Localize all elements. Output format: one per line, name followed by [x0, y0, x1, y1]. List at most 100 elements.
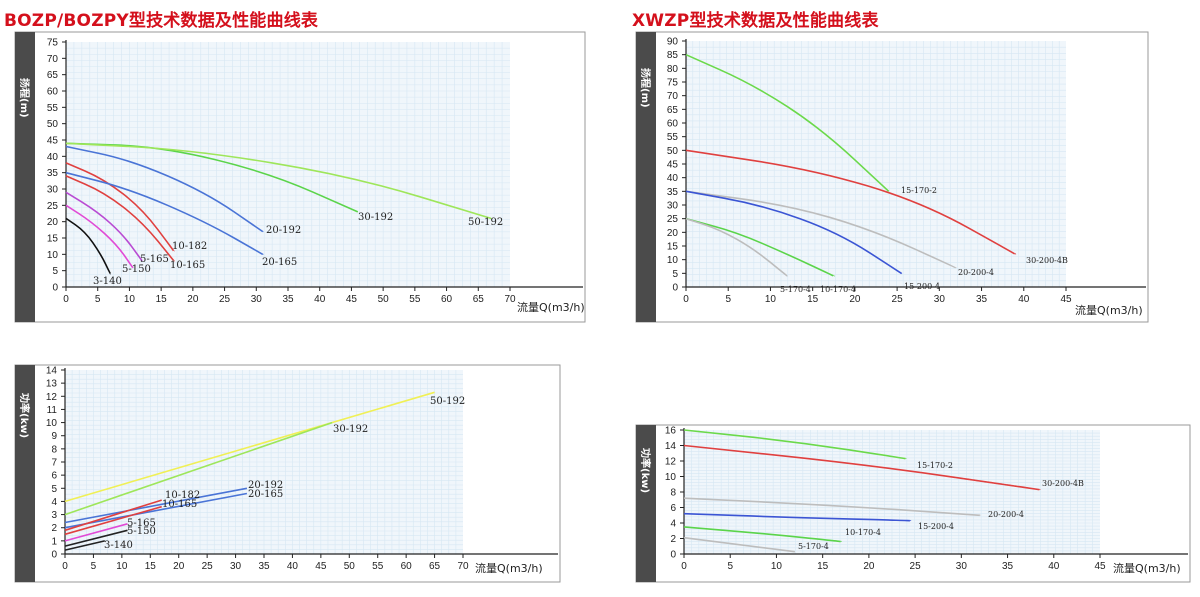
xwzp-head-series-label: 5-170-4	[780, 285, 811, 294]
xwzp-power-series-5-170-4	[683, 536, 796, 553]
xwzp-head-series-label: 15-200-4	[904, 282, 940, 291]
bozp-head-x-tick-label: 70	[504, 294, 516, 305]
bozp-head-y-tick-label: 5	[52, 266, 58, 277]
xwzp-head-series-15-170-2	[685, 53, 890, 192]
xwzp-power-y-tick-label: 8	[670, 488, 676, 499]
xwzp-power-series-10-170-4	[683, 526, 842, 543]
xwzp-head-y-tick-label: 20	[667, 228, 679, 239]
xwzp-head-series-label: 30-200-4B	[1026, 256, 1068, 265]
xwzp-head-y-tick-label: 35	[667, 187, 679, 198]
bozp-head-x-tick-label: 50	[378, 294, 390, 305]
xwzp-power-series-30-200-4B	[683, 444, 1041, 491]
bozp-head-x-axis-label: 流量Q(m3/h)	[517, 300, 585, 314]
bozp-power-series-label: 30-192	[333, 424, 368, 435]
bozp-head-series-20-192	[65, 145, 264, 233]
bozp-power-series-label: 10-182	[165, 490, 200, 501]
xwzp-head-y-tick-label: 85	[667, 50, 679, 61]
xwzp-power-chart: 功率(kw) 0 2 4 6 8 10 12 14 16 0 5 10 15 20 25 30 35 40 45 流量Q…	[635, 424, 1191, 583]
bozp-head-y-tick-label: 20	[47, 217, 59, 228]
xwzp-head-y-tick-label: 10	[667, 255, 679, 266]
bozp-head-chart: 扬程(m) 0 5 10 15 20 25 30 35 40 45 50 55 60 65 70 75 0 5 10 1…	[14, 31, 586, 323]
bozp-power-x-tick-label: 60	[401, 561, 413, 572]
xwzp-power-y-tick-label: 6	[670, 503, 676, 514]
xwzp-power-x-tick-label: 15	[817, 561, 829, 572]
bozp-power-x-tick-label: 65	[429, 561, 441, 572]
xwzp-head-series-5-170-4	[685, 217, 788, 277]
bozp-head-grid	[66, 42, 510, 287]
bozp-head-series-label: 10-165	[170, 260, 205, 271]
xwzp-head-y-tick-label: 0	[672, 283, 678, 294]
bozp-head-series-label: 3-140	[93, 276, 122, 287]
bozp-power-x-tick-label: 45	[315, 561, 327, 572]
xwzp-head-x-tick-label: 10	[765, 294, 777, 305]
xwzp-power-series-15-200-4	[683, 512, 912, 522]
bozp-power-x-tick-label: 55	[372, 561, 384, 572]
xwzp-power-y-tick-label: 16	[665, 426, 677, 437]
bozp-power-x-tick-label: 40	[287, 561, 299, 572]
bozp-head-series-label: 5-150	[122, 264, 151, 275]
xwzp-power-y-tick-label: 2	[670, 534, 676, 545]
bozp-power-series-5-165	[64, 523, 128, 542]
xwzp-power-x-tick-label: 40	[1048, 561, 1060, 572]
bozp-head-x-tick-label: 55	[409, 294, 421, 305]
bozp-head-y-tick-label: 15	[47, 234, 59, 245]
xwzp-head-series-label: 15-170-2	[901, 186, 937, 195]
bozp-power-x-tick-label: 30	[230, 561, 242, 572]
bozp-power-y-axis-label: 功率(kw)	[18, 393, 31, 438]
xwzp-power-y-tick-label: 12	[665, 457, 677, 468]
bozp-power-x-tick-label: 25	[202, 561, 214, 572]
xwzp-power-series-label: 15-200-4	[918, 522, 954, 531]
xwzp-power-axis-bar	[636, 425, 656, 582]
bozp-head-x-tick-label: 10	[124, 294, 136, 305]
bozp-power-series-20-192	[64, 487, 248, 524]
bozp-power-series-50-192	[64, 391, 435, 503]
xwzp-head-y-tick-label: 70	[667, 91, 679, 102]
xwzp-head-y-tick-label: 55	[667, 132, 679, 143]
xwzp-power-series-15-170-2	[683, 429, 907, 460]
bozp-head-y-tick-label: 60	[47, 87, 59, 98]
bozp-head-x-tick-label: 60	[441, 294, 453, 305]
xwzp-head-y-tick-label: 75	[667, 78, 679, 89]
xwzp-head-chart: 扬程(m)05101520253035404550556065707580859…	[635, 31, 1149, 323]
xwzp-power-x-tick-label: 5	[727, 561, 733, 572]
xwzp-power-x-tick-label: 10	[771, 561, 783, 572]
xwzp-power-grid	[684, 430, 1100, 554]
xwzp-head-series-20-200-4	[685, 190, 957, 269]
xwzp-power-x-tick-label: 35	[1002, 561, 1014, 572]
xwzp-head-y-tick-label: 15	[667, 242, 679, 253]
xwzp-head-x-tick-label: 45	[1060, 294, 1072, 305]
xwzp-power-x-axis-label: 流量Q(m3/h)	[1113, 561, 1181, 575]
xwzp-power-y-tick-label: 14	[665, 441, 677, 452]
bozp-power-y-tick-label: 2	[51, 523, 57, 534]
bozp-power-y-tick-label: 9	[51, 431, 57, 442]
bozp-power-x-tick-label: 20	[173, 561, 185, 572]
bozp-head-x-tick-label: 20	[187, 294, 199, 305]
xwzp-head-x-tick-label: 20	[849, 294, 861, 305]
bozp-head-series-label: 20-192	[266, 225, 301, 236]
xwzp-head-y-tick-label: 5	[672, 269, 678, 280]
bozp-head-series-10-182	[65, 162, 175, 252]
bozp-head-series-label: 30-192	[358, 212, 393, 223]
bozp-head-y-tick-label: 40	[47, 152, 59, 163]
bozp-head-series-10-165	[65, 175, 175, 262]
bozp-head-series-label: 20-165	[262, 257, 297, 268]
bozp-power-y-tick-label: 13	[46, 379, 58, 390]
bozp-power-series-label: 10-165	[162, 499, 197, 510]
bozp-power-x-tick-label: 50	[344, 561, 356, 572]
bozp-power-grid	[65, 370, 463, 554]
xwzp-power-series-label: 30-200-4B	[1042, 479, 1084, 488]
bozp-head-x-tick-label: 35	[282, 294, 294, 305]
xwzp-power-y-tick-label: 0	[670, 550, 676, 561]
xwzp-head-grid	[686, 41, 1066, 287]
bozp-power-series-label: 5-165	[127, 518, 156, 529]
bozp-power-y-tick-label: 7	[51, 458, 57, 469]
xwzp-head-x-tick-label: 0	[683, 294, 689, 305]
bozp-power-series-10-182	[64, 499, 162, 532]
bozp-power-y-tick-label: 1	[51, 536, 57, 547]
bozp-head-x-tick-label: 25	[219, 294, 231, 305]
xwzp-head-x-axis-label: 流量Q(m3/h)	[1075, 303, 1143, 317]
xwzp-power-series-label: 5-170-4	[798, 542, 829, 551]
bozp-power-series-label: 5-150	[127, 526, 156, 537]
